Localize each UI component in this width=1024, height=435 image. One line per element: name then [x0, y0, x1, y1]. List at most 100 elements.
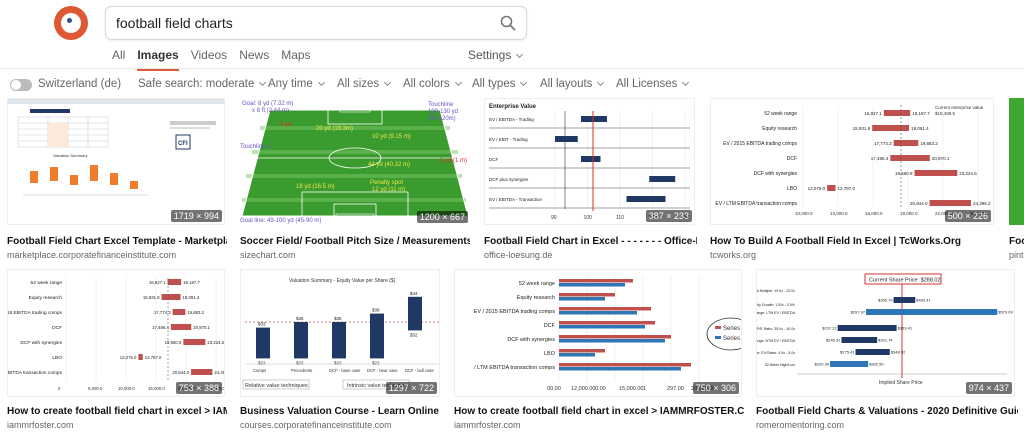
result-title-1[interactable]: Football Field Chart Excel Template - Ma… — [7, 236, 227, 247]
range-bar — [191, 369, 213, 375]
price-range-bar — [855, 349, 890, 355]
duckduckgo-logo[interactable] — [54, 6, 88, 40]
tab-images[interactable]: Images — [137, 48, 179, 71]
series-2-bar — [559, 339, 665, 343]
result-source-9[interactable]: romeromentoring.com — [756, 420, 845, 430]
row-label: DCF — [544, 323, 556, 329]
axis-tick: 22,000.0 — [935, 211, 953, 216]
result-image-6[interactable]: 52 week range 16,927.1 19,187.7 Equity rese… — [7, 269, 225, 397]
touchline-metres-label: (90-120m) — [428, 116, 456, 122]
search-box[interactable] — [105, 6, 527, 40]
tab-all[interactable]: All — [112, 48, 126, 62]
result-source-6[interactable]: iammrfoster.com — [7, 420, 74, 430]
category-label: DCF - bull case — [405, 368, 435, 373]
range-bar — [890, 155, 930, 161]
range-bar — [183, 339, 206, 345]
search-input[interactable] — [106, 7, 486, 39]
region-toggle[interactable] — [10, 79, 32, 91]
search-icon[interactable] — [500, 15, 516, 31]
tab-videos[interactable]: Videos — [190, 48, 228, 62]
axis-tick: 15,000.00 — [619, 386, 643, 392]
high-value-label: 19,091.4 — [183, 295, 200, 300]
filter-types-label: All types — [472, 78, 516, 90]
filter-size-label: All sizes — [337, 78, 380, 90]
filter-safe-search[interactable]: Safe search: moderate — [138, 78, 267, 90]
filter-region-label: Switzerland (de) — [38, 78, 122, 90]
top-value-label: $44 — [410, 291, 418, 296]
filter-licenses[interactable]: All Licenses — [616, 78, 690, 90]
row-label: 52 week range — [764, 111, 797, 117]
result-image-2[interactable]: Goal: 8 yd (7.32 m) x 8 ft (2.44 m) Touc… — [240, 98, 470, 225]
bottom-value-label: $22 — [372, 360, 380, 365]
result-title-9[interactable]: Football Field Charts & Valuations - 202… — [756, 406, 1018, 417]
current-ev-label: Current enterprise value — [935, 105, 984, 110]
result-source-2[interactable]: sizechart.com — [240, 250, 296, 260]
result-title-6[interactable]: How to create football field chart in ex… — [7, 406, 227, 417]
enterprise-value-title: Enterprise Value — [489, 104, 537, 110]
image-dimensions: 387 × 233 — [645, 210, 692, 222]
range-bar — [581, 116, 607, 122]
tcworks-football-field-chart: 52 week range 16,927.1 19,187.7 Equity rese… — [711, 99, 993, 224]
image-dimensions: 750 × 306 — [692, 382, 739, 394]
tab-news[interactable]: News — [239, 48, 270, 62]
top-value-label: $38 — [372, 308, 380, 313]
high-price-label: $403.41 — [916, 298, 931, 303]
result-image-1[interactable]: Valuation Summary CFI 1719 × 994 — [7, 98, 225, 225]
settings-menu[interactable]: Settings — [468, 48, 524, 62]
tab-maps[interactable]: Maps — [281, 48, 311, 62]
low-price-label: $275.41 — [840, 350, 855, 355]
touchline-yards-label: 100-130 yd — [428, 109, 458, 115]
iammrfoster-football-field-chart: 52 week range 16,927.1 19,187.7 Equity rese… — [8, 270, 224, 396]
valuation-bar — [294, 322, 308, 359]
result-title-8[interactable]: How to create football field chart in ex… — [454, 406, 744, 417]
row-label: DCF with synergies — [20, 340, 62, 346]
filter-size[interactable]: All sizes — [337, 78, 392, 90]
result-title-3[interactable]: Football Field Chart in Excel - - - - - … — [484, 236, 697, 247]
result-title-7[interactable]: Business Valuation Course - Learn Online… — [240, 406, 440, 417]
row-label: LBO — [787, 186, 797, 192]
twelve-yard-label: 12 yd (11 m) — [372, 187, 405, 193]
filter-colors[interactable]: All colors — [403, 78, 462, 90]
result-source-7[interactable]: courses.corporatefinanceinstitute.com — [240, 420, 392, 430]
result-image-4[interactable]: 52 week range 16,927.1 19,187.7 Equity rese… — [710, 98, 994, 225]
series-1-bar — [559, 321, 655, 325]
implied-share-price-label: Implied Share Price — [879, 380, 923, 386]
axis-tick: 16,000.0 — [865, 211, 883, 216]
result-title-4[interactable]: How To Build A Football Field In Excel |… — [710, 236, 961, 247]
axis-tick: 1 — [643, 386, 646, 392]
result-source-4[interactable]: tcworks.org — [710, 250, 757, 260]
row-label: 52 week range — [31, 280, 63, 286]
filter-time[interactable]: Any time — [268, 78, 325, 90]
row-label: LTM Terminal EBITDA Multiple: 19.0x - 22… — [757, 289, 795, 293]
row-label: DCF — [52, 325, 62, 331]
filter-types[interactable]: All types — [472, 78, 528, 90]
search-tabs: All Images Videos News Maps — [112, 48, 311, 71]
result-image-3[interactable]: Enterprise Value EV / EBITDA - Trading EV… — [484, 98, 695, 225]
result-source-3[interactable]: office-loesung.de — [484, 250, 553, 260]
result-title-5[interactable]: Foo — [1009, 236, 1024, 247]
row-label: Selected Range: P/E Ratio: 35.0x - 40.0x — [757, 327, 795, 331]
image-dimensions: 1719 × 994 — [170, 210, 222, 222]
axis-tick: 10,000.0 — [118, 386, 135, 391]
price-range-bar — [837, 325, 897, 331]
axis-tick: 0.00 — [595, 386, 606, 392]
axis-tick: 110 — [616, 215, 624, 221]
result-source-1[interactable]: marketplace.corporatefinanceinstitute.co… — [7, 250, 177, 260]
series-1-bar — [559, 307, 651, 311]
eighteen-yard-label: 18 yd (16.5 m) — [296, 184, 335, 190]
row-label: EV / 2015 EBITDA trading comps — [474, 309, 556, 315]
filter-layouts[interactable]: All layouts — [540, 78, 605, 90]
low-price-label: $245.31 — [826, 338, 841, 343]
result-source-8[interactable]: iammrfoster.com — [454, 420, 521, 430]
current-share-price-banner: Current Share Price: $288.02 — [869, 278, 941, 284]
result-image-8[interactable]: 52 week range Equity research EV / 2015 EB… — [454, 269, 742, 397]
low-value-label: 15,931.9 — [853, 126, 871, 131]
result-image-9[interactable]: Current Share Price: $288.02 LTM Termina… — [756, 269, 1015, 397]
result-source-5[interactable]: pinte — [1009, 250, 1024, 260]
result-title-2[interactable]: Soccer Field/ Football Pitch Size / Meas… — [240, 236, 470, 247]
chevron-down-icon — [384, 78, 392, 87]
low-value-label: 12,075.0 — [808, 186, 826, 191]
result-image-7[interactable]: Valuation Summary - Equity Value per Sha… — [240, 269, 440, 397]
result-image-5[interactable] — [1009, 98, 1024, 225]
filter-region[interactable]: Switzerland (de) — [38, 78, 121, 90]
